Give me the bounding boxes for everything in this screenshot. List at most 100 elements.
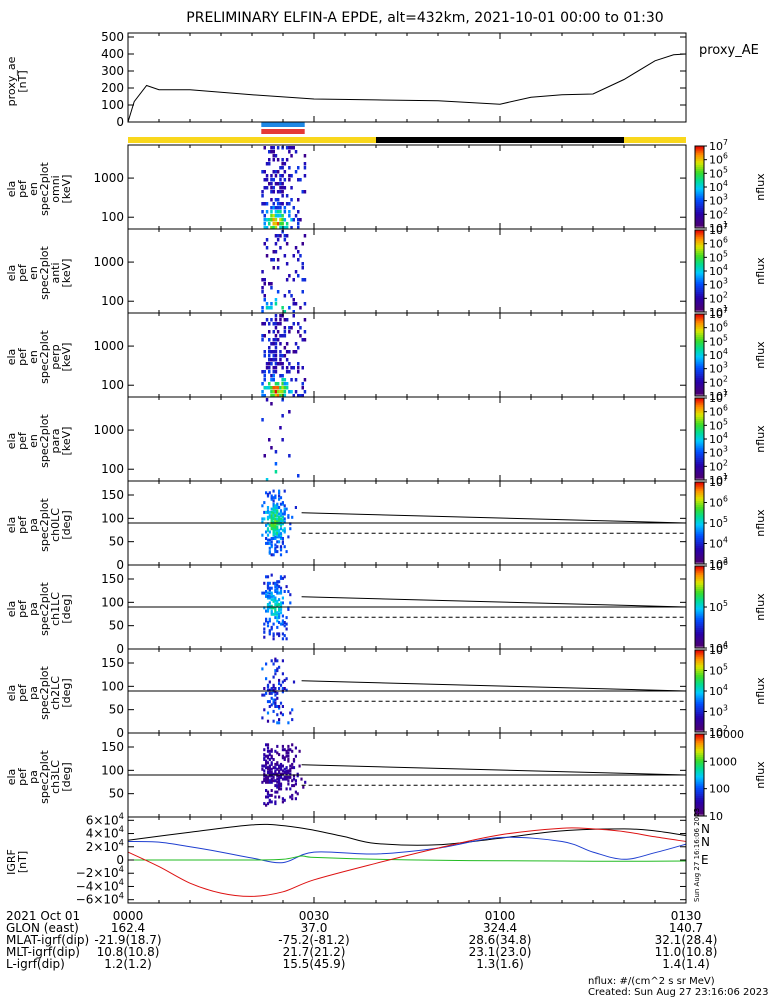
spectrogram-cell — [279, 374, 282, 378]
colorbar-cell — [695, 502, 704, 506]
spectrogram-cell — [266, 777, 270, 781]
spectrogram-cell — [272, 685, 275, 689]
spectrogram-cell — [268, 596, 271, 600]
colorbar-cell — [695, 373, 704, 376]
colorbar-cell — [695, 273, 704, 276]
colorbar-label: nflux — [754, 677, 767, 705]
spectrogram-cell — [261, 780, 264, 784]
y-tick-label: 1000 — [93, 255, 124, 269]
spectrogram-cell — [263, 802, 266, 806]
colorbar-cell — [695, 512, 704, 516]
spectrogram-cell — [265, 202, 269, 206]
spectrogram-cell — [287, 754, 290, 758]
spectrogram-cell — [287, 515, 290, 519]
spectrogram-cell — [263, 170, 266, 174]
spectrogram-cell — [272, 386, 275, 390]
spectrogram-cell — [291, 718, 294, 722]
spectrogram-cell — [272, 390, 275, 394]
y-tick-label: 100 — [101, 595, 124, 609]
spectrogram-cell — [268, 688, 271, 692]
spectrogram-cell — [261, 334, 264, 338]
spectrogram-cell — [283, 624, 286, 628]
spectrogram-cell — [279, 590, 283, 593]
spectrogram-cell — [266, 492, 270, 496]
spectrogram-cell — [272, 218, 275, 222]
spectrogram-cell — [278, 678, 281, 682]
spectrogram-cell — [263, 756, 266, 760]
colorbar-cell — [695, 631, 704, 635]
spectrogram-cell — [283, 310, 287, 314]
annotation-row-value: 0000 — [112, 909, 144, 923]
spectrogram-cell — [276, 632, 279, 636]
spectrogram-cell — [265, 246, 269, 250]
spectrogram-cell — [281, 362, 284, 366]
spectrogram-cell — [272, 594, 275, 598]
colorbar-cell — [695, 635, 704, 639]
colorbar-cell — [695, 422, 704, 426]
spectrogram-cell — [278, 687, 281, 690]
colorbar-cell — [695, 203, 704, 206]
spectrogram-cell — [272, 758, 275, 761]
spectrogram-cell — [274, 766, 277, 770]
colorbar-tick-label: 1000 — [709, 755, 737, 768]
spectrogram-cell — [274, 771, 277, 774]
spectrogram-cell — [285, 751, 288, 755]
colorbar-cell — [695, 215, 704, 219]
spectrogram-cell — [274, 462, 278, 466]
spectrogram-cell — [265, 766, 268, 770]
y-axis-label-line: [nT] — [16, 70, 29, 92]
spectrogram-cell — [281, 688, 284, 692]
spectrogram-cell — [287, 758, 290, 761]
colorbar-cell — [695, 709, 704, 712]
colorbar-cell — [695, 283, 704, 286]
colorbar-tick-label: 106 — [709, 236, 728, 251]
colorbar-cell — [695, 707, 704, 710]
spectrogram-cell — [279, 226, 282, 230]
spectrogram-cell — [281, 354, 284, 358]
spectrogram-cell — [272, 266, 275, 270]
colorbar-cell — [695, 590, 704, 594]
spectrogram-cell — [283, 509, 286, 513]
colorbar-cell — [695, 301, 704, 305]
colorbar-cell — [695, 412, 704, 415]
annotation-row-value: 0130 — [670, 909, 702, 923]
spectrogram-cell — [263, 294, 266, 298]
spectrogram-cell — [268, 551, 271, 555]
spectrogram-cell — [270, 691, 273, 695]
spectrogram-cell — [263, 374, 266, 378]
spectrogram-cell — [270, 374, 273, 378]
spectrogram-cell — [266, 596, 270, 600]
spectrogram-cell — [265, 677, 268, 681]
colorbar-cell — [695, 193, 704, 196]
colorbar-tick-label: 106 — [709, 320, 728, 335]
spectrogram-cell — [285, 242, 289, 246]
spectrogram-cell — [272, 330, 275, 334]
spectrogram-cell — [285, 754, 288, 758]
colorbar-cell — [695, 803, 704, 807]
spectrogram-cell — [276, 790, 279, 794]
spectrogram-cell — [270, 771, 273, 774]
spectrogram-cell — [268, 619, 271, 623]
colorbar-cell — [695, 434, 704, 438]
spectrogram-cell — [285, 766, 288, 770]
spectrogram-cell — [268, 798, 271, 802]
spectrogram-cell — [272, 342, 275, 346]
colorbar-cell — [695, 260, 704, 264]
spectrogram-cell — [288, 362, 291, 366]
spectrogram-cell — [292, 206, 295, 210]
spectrogram-cell — [294, 782, 297, 786]
spectrogram-cell — [272, 775, 275, 779]
spectrogram-cell — [272, 250, 275, 254]
igrf-ylabel: IGRF[nT] — [5, 849, 29, 875]
annotation-row-value: 0030 — [298, 909, 330, 923]
spectrogram-cell — [281, 614, 284, 618]
spectrogram-cell — [263, 753, 266, 757]
y-axis-label-line: spec2plot — [38, 330, 51, 384]
spectrogram-cell — [279, 342, 282, 346]
spectrogram-cell — [274, 318, 278, 322]
colorbar-cell — [695, 678, 704, 682]
spectrogram-cell — [276, 504, 279, 508]
y-tick-label: 2×104 — [86, 837, 124, 853]
